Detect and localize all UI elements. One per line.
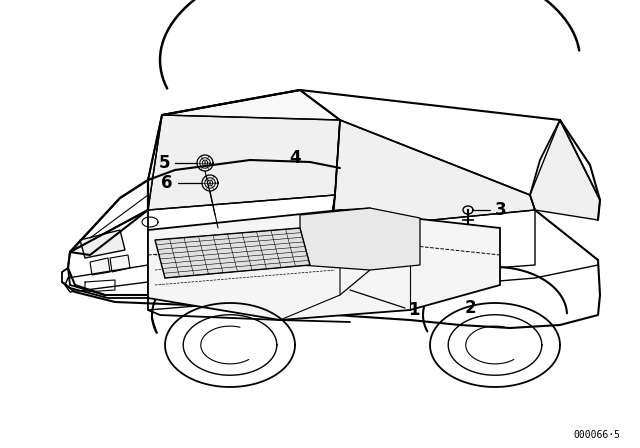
Text: 5: 5 (159, 154, 170, 172)
Text: 6: 6 (161, 174, 172, 192)
Text: 000066·5: 000066·5 (573, 430, 620, 440)
Polygon shape (110, 255, 130, 272)
Text: 1: 1 (408, 301, 419, 319)
Polygon shape (530, 120, 600, 220)
Polygon shape (148, 90, 340, 180)
Polygon shape (90, 258, 110, 275)
Polygon shape (148, 115, 340, 210)
Polygon shape (155, 228, 310, 278)
Text: 3: 3 (495, 201, 507, 219)
Text: 4: 4 (289, 149, 301, 167)
Polygon shape (300, 208, 420, 270)
Text: 2: 2 (465, 299, 477, 317)
Polygon shape (80, 230, 125, 258)
Polygon shape (148, 210, 500, 320)
Polygon shape (330, 120, 535, 230)
Polygon shape (70, 180, 148, 255)
Polygon shape (68, 210, 148, 295)
